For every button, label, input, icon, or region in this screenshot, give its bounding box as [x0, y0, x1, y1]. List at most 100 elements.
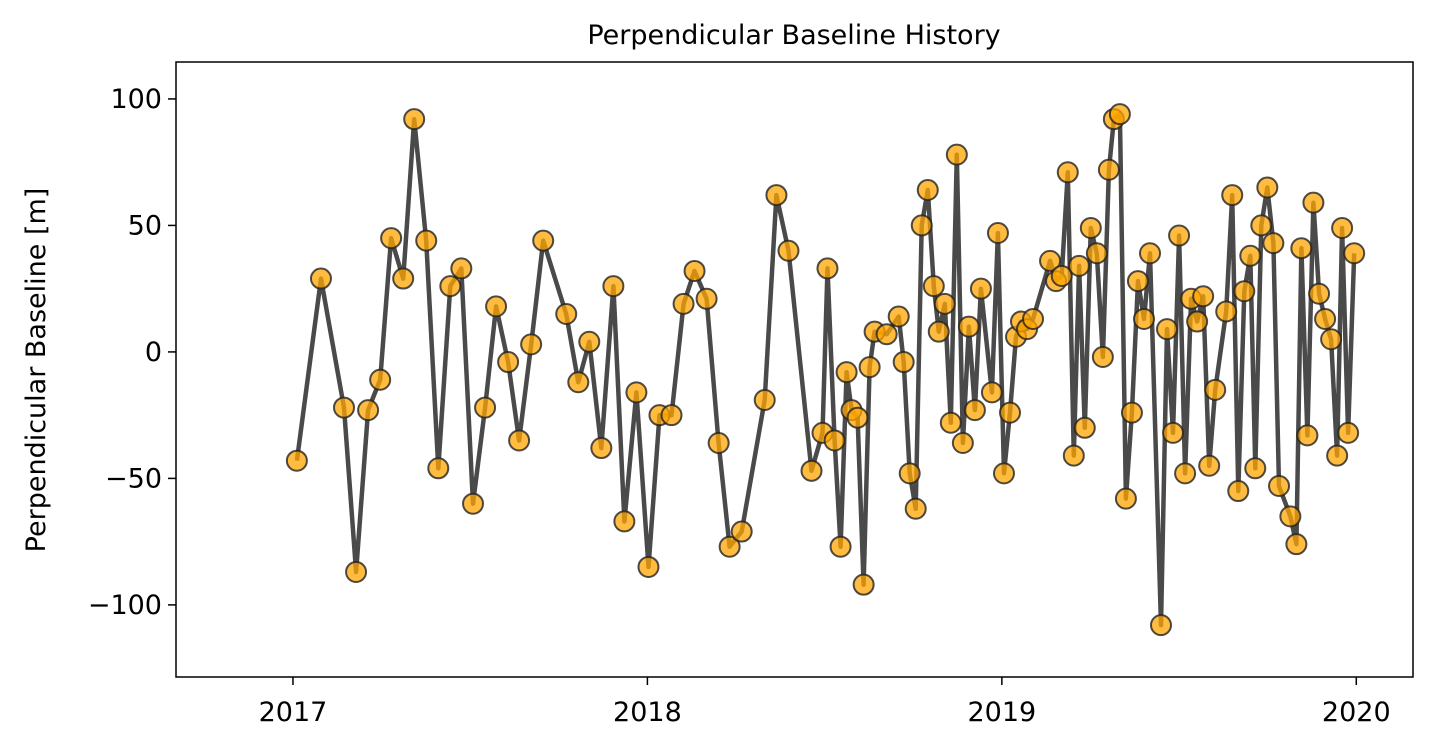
- data-point: [980, 381, 1003, 404]
- data-point: [1326, 444, 1349, 467]
- data-point: [532, 229, 555, 252]
- data-point: [1068, 254, 1091, 277]
- data-point: [852, 573, 875, 596]
- data-point: [485, 295, 508, 318]
- data-point: [695, 287, 718, 310]
- data-point: [1097, 158, 1120, 181]
- data-point: [957, 315, 980, 338]
- data-point: [1162, 421, 1185, 444]
- data-point: [462, 492, 485, 515]
- data-point: [637, 555, 660, 578]
- data-point: [800, 459, 823, 482]
- data-point: [1156, 318, 1179, 341]
- data-point: [1192, 285, 1215, 308]
- data-point: [939, 411, 962, 434]
- x-tick-label: 2019: [967, 697, 1036, 728]
- y-tick-label: 0: [145, 337, 162, 368]
- data-point: [450, 257, 473, 280]
- data-point: [392, 267, 415, 290]
- y-tick-label: 50: [128, 210, 162, 241]
- data-point: [309, 267, 332, 290]
- data-point: [1250, 214, 1273, 237]
- y-axis-label: Perpendicular Baseline [m]: [21, 188, 52, 553]
- data-point: [910, 214, 933, 237]
- data-point: [345, 561, 368, 584]
- data-point: [427, 457, 450, 480]
- data-point: [1308, 282, 1331, 305]
- data-point: [933, 292, 956, 315]
- data-point: [1331, 216, 1354, 239]
- data-point: [555, 302, 578, 325]
- data-point: [707, 431, 730, 454]
- data-point: [1337, 421, 1360, 444]
- data-point: [945, 143, 968, 166]
- data-point: [1343, 242, 1366, 265]
- data-point: [1320, 328, 1343, 351]
- data-point: [816, 257, 839, 280]
- data-point: [892, 351, 915, 374]
- data-point: [1204, 378, 1227, 401]
- data-point: [951, 431, 974, 454]
- data-point: [415, 229, 438, 252]
- data-point: [1073, 416, 1096, 439]
- data-point: [508, 429, 531, 452]
- data-point: [474, 396, 497, 419]
- data-point: [1198, 454, 1221, 477]
- data-point: [753, 388, 776, 411]
- data-point: [1285, 533, 1308, 556]
- y-tick-label: −50: [105, 463, 162, 494]
- data-point: [285, 449, 308, 472]
- data-point: [1120, 401, 1143, 424]
- data-point: [1256, 176, 1279, 199]
- data-point: [718, 535, 741, 558]
- data-point: [1139, 242, 1162, 265]
- data-point: [520, 333, 543, 356]
- data-point: [969, 277, 992, 300]
- data-point: [992, 462, 1015, 485]
- plot-frame: [175, 61, 1414, 678]
- data-line: [294, 111, 1357, 628]
- data-point: [1233, 280, 1256, 303]
- data-point: [660, 404, 683, 427]
- data-point: [333, 396, 356, 419]
- data-point: [672, 292, 695, 315]
- data-point: [1056, 161, 1079, 184]
- chart-title: Perpendicular Baseline History: [587, 20, 1000, 51]
- data-point: [1279, 505, 1302, 528]
- data-point: [1221, 184, 1244, 207]
- data-point: [1314, 308, 1337, 331]
- data-point: [1215, 300, 1238, 323]
- data-point: [625, 381, 648, 404]
- data-point: [1174, 462, 1197, 485]
- data-point: [898, 462, 921, 485]
- data-point: [1079, 216, 1102, 239]
- data-point: [590, 437, 613, 460]
- data-point: [439, 275, 462, 298]
- y-tick-label: −100: [88, 590, 162, 621]
- data-point: [829, 535, 852, 558]
- x-tick-label: 2018: [613, 697, 682, 728]
- data-point: [904, 497, 927, 520]
- data-point: [369, 368, 392, 391]
- data-point: [1149, 614, 1172, 637]
- data-point: [1268, 474, 1291, 497]
- data-point: [1296, 424, 1319, 447]
- data-point: [1227, 480, 1250, 503]
- data-point: [1290, 237, 1313, 260]
- y-tick-label: 100: [110, 84, 162, 115]
- data-point: [1085, 242, 1108, 265]
- data-point: [1108, 103, 1131, 126]
- data-point: [1132, 308, 1155, 331]
- data-point: [986, 222, 1009, 245]
- data-point: [1262, 232, 1285, 255]
- data-point: [823, 429, 846, 452]
- data-point: [887, 305, 910, 328]
- data-point: [602, 275, 625, 298]
- data-point: [1126, 270, 1149, 293]
- data-point: [875, 323, 898, 346]
- data-point: [1186, 310, 1209, 333]
- data-point: [613, 510, 636, 533]
- data-point: [1168, 224, 1191, 247]
- data-point: [916, 179, 939, 202]
